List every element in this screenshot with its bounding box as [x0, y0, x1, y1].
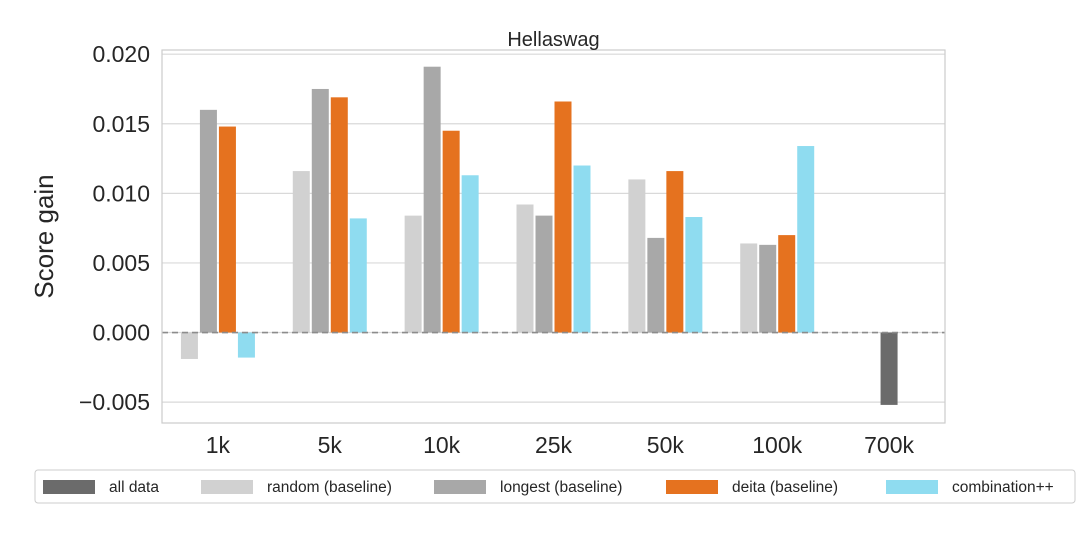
- legend-swatch: [434, 480, 486, 494]
- chart-title: Hellaswag: [507, 29, 599, 51]
- bar-25k-random-baseline: [516, 204, 534, 333]
- bar-100k-random-baseline: [740, 243, 758, 333]
- bar-50k-deita-baseline: [666, 171, 684, 333]
- grid-layer: [162, 53, 945, 403]
- bar-50k-random-baseline: [628, 179, 646, 333]
- bar-1k-combination: [237, 332, 255, 358]
- bar-10k-random-baseline: [404, 215, 422, 333]
- bar-10k-longest-baseline: [423, 66, 441, 333]
- x-tick-label: 1k: [206, 432, 231, 458]
- bar-1k-random-baseline: [180, 332, 198, 359]
- bar-5k-random-baseline: [292, 171, 310, 333]
- y-axis-label: Score gain: [29, 174, 59, 298]
- bar-25k-deita-baseline: [554, 101, 572, 333]
- bar-1k-deita-baseline: [218, 126, 236, 333]
- legend-label: longest (baseline): [500, 479, 622, 496]
- x-tick-label: 25k: [535, 432, 573, 458]
- x-tick-labels: 1k 5k 10k 25k 50k 100k 700k: [206, 432, 915, 458]
- y-tick-labels: −0.005 0.000 0.005 0.010 0.015 0.020: [79, 41, 150, 415]
- bar-10k-deita-baseline: [442, 130, 460, 333]
- bar-5k-longest-baseline: [311, 88, 329, 333]
- x-tick-label: 10k: [423, 432, 461, 458]
- bar-100k-longest-baseline: [759, 244, 777, 333]
- x-tick-label: 700k: [864, 432, 914, 458]
- y-tick-label: 0.015: [92, 111, 150, 137]
- legend-label: combination++: [952, 479, 1054, 496]
- bar-50k-combination: [685, 217, 703, 333]
- legend-label: all data: [109, 479, 159, 496]
- bar-10k-combination: [461, 175, 479, 333]
- bar-700k-all-data: [880, 332, 898, 405]
- legend-label: random (baseline): [267, 479, 392, 496]
- bar-5k-deita-baseline: [330, 97, 348, 333]
- bar-50k-longest-baseline: [647, 237, 665, 333]
- x-tick-label: 50k: [647, 432, 685, 458]
- bar-100k-combination: [797, 146, 815, 333]
- y-tick-label: 0.005: [92, 250, 150, 276]
- y-tick-label: 0.020: [92, 41, 150, 67]
- legend-swatch: [666, 480, 718, 494]
- bar-25k-longest-baseline: [535, 215, 553, 333]
- bar-5k-combination: [349, 218, 367, 333]
- bar-25k-combination: [573, 165, 591, 333]
- bar-100k-deita-baseline: [778, 235, 796, 333]
- y-tick-label: 0.010: [92, 180, 150, 206]
- plot-frame: [161, 49, 946, 424]
- legend-swatch: [43, 480, 95, 494]
- bar-1k-longest-baseline: [199, 109, 217, 333]
- y-tick-label: −0.005: [79, 389, 150, 415]
- legend-frame: [34, 469, 1076, 504]
- legend-label: deita (baseline): [732, 479, 838, 496]
- x-tick-label: 5k: [318, 432, 343, 458]
- legend-swatch: [201, 480, 253, 494]
- x-tick-label: 100k: [752, 432, 802, 458]
- legend-items: all data random (baseline) longest (baseli…: [43, 479, 1054, 496]
- legend-swatch: [886, 480, 938, 494]
- bar-layer: [180, 66, 898, 405]
- y-tick-label: 0.000: [92, 320, 150, 346]
- legend: all data random (baseline) longest (baseli…: [34, 469, 1076, 504]
